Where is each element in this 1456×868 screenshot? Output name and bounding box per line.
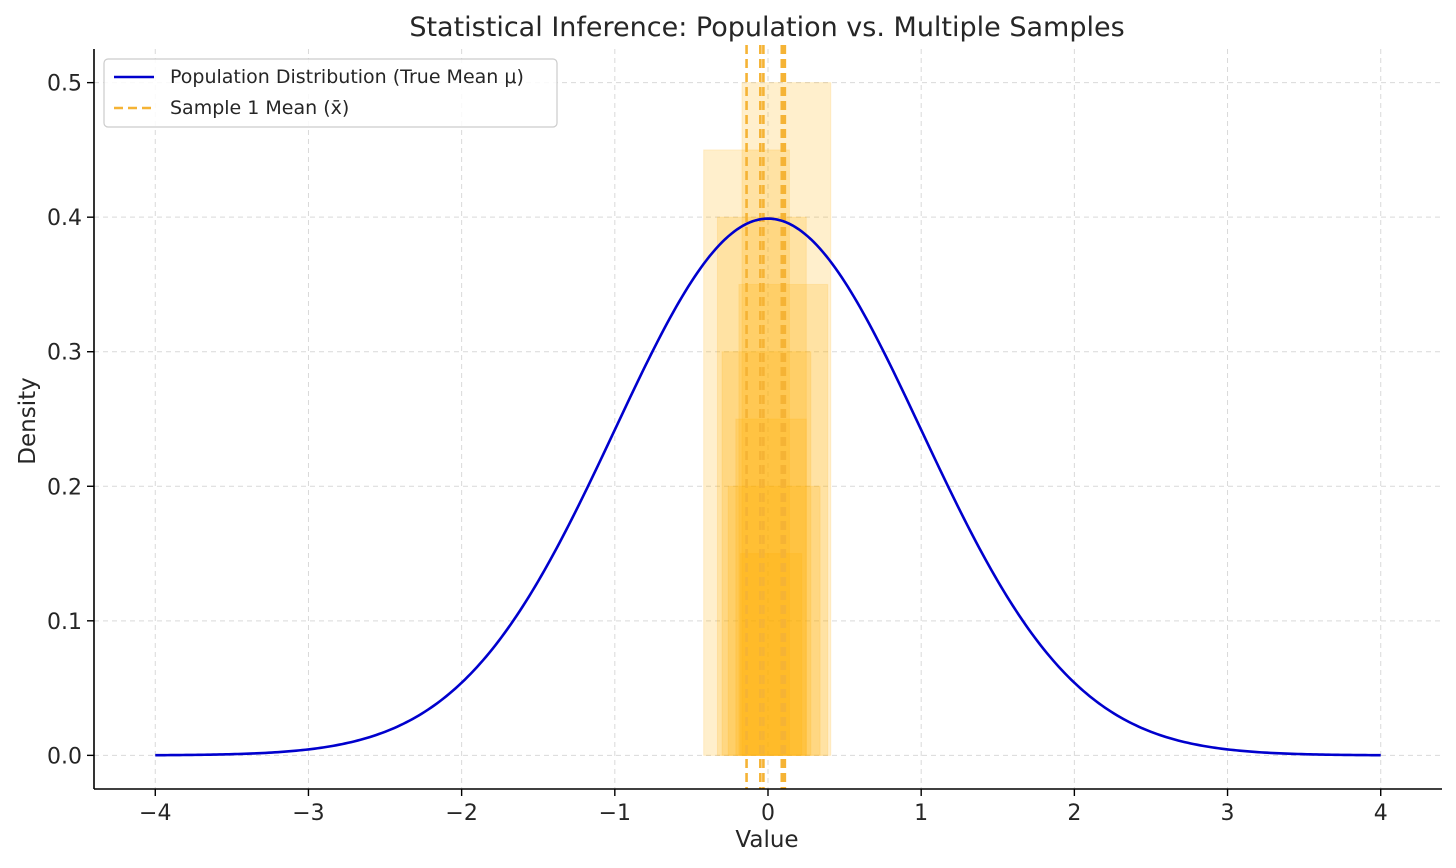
x-tick-label: 2 bbox=[1067, 801, 1081, 826]
x-axis-label: Value bbox=[735, 827, 798, 853]
legend-label-sample-mean: Sample 1 Mean (x̄) bbox=[170, 97, 349, 119]
x-tick-label: 3 bbox=[1221, 801, 1235, 826]
histogram-bar bbox=[721, 351, 812, 756]
x-ticks: −4 −3 −2 −1 0 1 2 3 4 bbox=[139, 789, 1388, 826]
histogram-bar bbox=[716, 216, 807, 756]
sample-mean-lines bbox=[745, 45, 787, 789]
histogram-bar bbox=[735, 418, 807, 756]
grid bbox=[94, 49, 1442, 789]
x-tick-label: −2 bbox=[445, 801, 477, 826]
x-tick-label: −4 bbox=[139, 801, 171, 826]
y-axis-label: Density bbox=[15, 377, 41, 464]
x-tick-label: 0 bbox=[761, 801, 775, 826]
histogram-bar bbox=[727, 485, 821, 756]
x-tick-label: 1 bbox=[914, 801, 928, 826]
sample-histograms bbox=[703, 82, 832, 756]
x-tick-label: 4 bbox=[1374, 801, 1388, 826]
y-tick-label: 0.5 bbox=[47, 72, 82, 97]
y-tick-label: 0.3 bbox=[47, 341, 82, 366]
legend-label-population: Population Distribution (True Mean μ) bbox=[170, 66, 524, 88]
x-tick-label: −1 bbox=[599, 801, 631, 826]
legend-box bbox=[103, 58, 558, 128]
x-tick-label: −3 bbox=[292, 801, 324, 826]
y-tick-label: 0.2 bbox=[47, 475, 82, 500]
population-curve bbox=[155, 217, 1381, 757]
histogram-bar bbox=[739, 553, 803, 756]
histogram-bar bbox=[741, 82, 832, 756]
chart-title: Statistical Inference: Population vs. Mu… bbox=[409, 12, 1124, 43]
y-tick-label: 0.1 bbox=[47, 610, 82, 635]
y-tick-label: 0.0 bbox=[47, 744, 82, 769]
y-tick-label: 0.4 bbox=[47, 206, 82, 231]
legend: Population Distribution (True Mean μ) Sa… bbox=[103, 58, 558, 128]
y-ticks: 0.0 0.1 0.2 0.3 0.4 0.5 bbox=[47, 72, 94, 769]
